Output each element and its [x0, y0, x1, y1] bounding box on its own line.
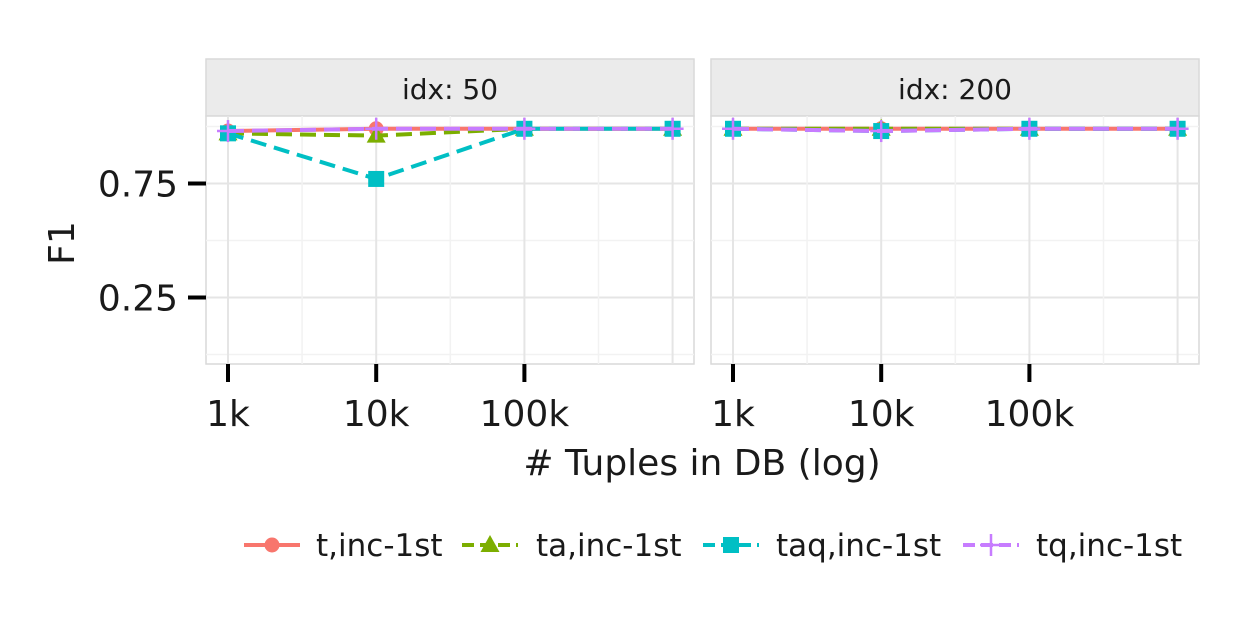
- x-tick-label: 100k: [985, 394, 1075, 435]
- legend-key-marker: [723, 537, 739, 553]
- x-tick-label: 100k: [480, 394, 570, 435]
- legend-label: ta,inc-1st: [536, 528, 682, 564]
- data-point: [722, 117, 744, 140]
- y-tick-label: 0.25: [98, 279, 178, 320]
- panel-1: idx: 50: [205, 58, 695, 365]
- legend-label: tq,inc-1st: [1036, 528, 1182, 564]
- panel-strip-label: idx: 200: [898, 73, 1012, 106]
- y-tick-label: 0.75: [98, 165, 178, 206]
- legend-item: tq,inc-1st: [963, 528, 1182, 564]
- data-point: [365, 117, 388, 140]
- data-point: [1166, 117, 1189, 140]
- legend-label: t,inc-1st: [316, 528, 443, 564]
- axes: 0.25 0.75 1k 10k 100k 1k 10k 100k: [98, 165, 1074, 436]
- series-tq-inc-1st: [722, 117, 1189, 143]
- data-point: [513, 117, 536, 140]
- data-point: [368, 170, 385, 187]
- series-tq-inc-1st: [217, 117, 684, 143]
- x-axis-title: # Tuples in DB (log): [523, 443, 880, 484]
- panel-2: idx: 200: [710, 58, 1200, 365]
- data-point: [217, 120, 239, 143]
- legend-key-marker: [480, 535, 500, 552]
- gridlines: [711, 116, 1199, 364]
- panel-strip: [205, 58, 695, 117]
- x-tick-label: 10k: [848, 394, 915, 435]
- data-point: [661, 117, 684, 140]
- series-line: [227, 126, 673, 134]
- legend-label: taq,inc-1st: [776, 528, 941, 564]
- x-tick-label: 1k: [711, 394, 755, 435]
- data-point: [1018, 117, 1041, 140]
- panel-strip: [710, 58, 1200, 117]
- panels: idx: 50 idx: 200: [205, 58, 1200, 365]
- y-axis-title: F1: [42, 221, 83, 265]
- legend-item: ta,inc-1st: [462, 528, 682, 564]
- series: [722, 117, 1189, 143]
- legend-item: t,inc-1st: [244, 528, 443, 564]
- legend-key-marker: [264, 537, 280, 553]
- x-tick-label: 1k: [206, 394, 250, 435]
- data-point: [870, 120, 893, 143]
- series: [217, 117, 684, 187]
- legend: t,inc-1st ta,inc-1st taq,inc-1st tq,inc-1st: [244, 528, 1182, 564]
- x-tick-label: 10k: [343, 394, 410, 435]
- legend-item: taq,inc-1st: [703, 528, 941, 564]
- legend-key-marker: [980, 534, 1002, 556]
- panel-strip-label: idx: 50: [402, 73, 498, 106]
- series-line: [732, 126, 1178, 134]
